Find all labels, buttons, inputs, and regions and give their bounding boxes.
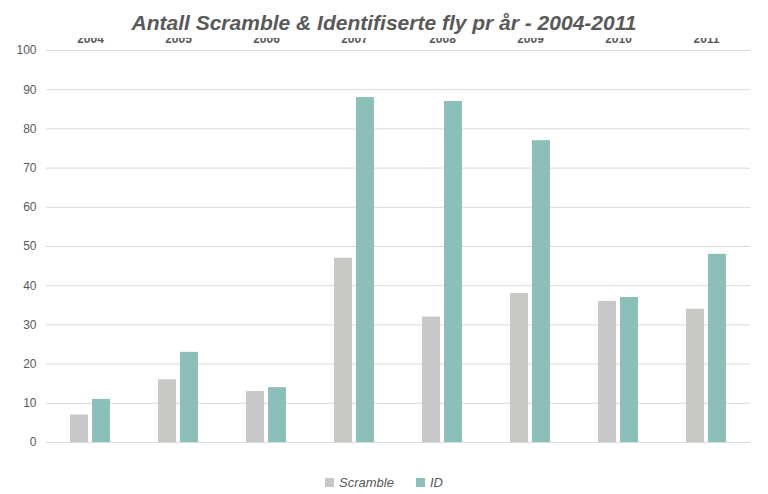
html-text:Scramble: Scramble <box>339 474 394 490</box>
svg-text:2009: 2009 <box>517 38 544 46</box>
svg-text:100: 100 <box>16 43 36 57</box>
svg-text:0: 0 <box>30 435 37 449</box>
html-text:ID: ID <box>430 474 443 490</box>
svg-text:80: 80 <box>23 122 37 136</box>
svg-text:40: 40 <box>23 279 37 293</box>
svg-text:30: 30 <box>23 318 37 332</box>
svg-text:20: 20 <box>23 357 37 371</box>
svg-text:60: 60 <box>23 200 37 214</box>
svg-text:2006: 2006 <box>253 38 280 46</box>
svg-text:70: 70 <box>23 161 37 175</box>
svg-text:2008: 2008 <box>429 38 456 46</box>
svg-text:2004: 2004 <box>77 38 104 46</box>
svg-text:2005: 2005 <box>165 38 192 46</box>
svg-text:2011: 2011 <box>693 38 719 46</box>
html-text:Antall Scramble & Identifisert: Antall Scramble & Identifiserte fly pr å… <box>131 11 637 34</box>
svg-text:2010: 2010 <box>605 38 632 46</box>
svg-text:90: 90 <box>23 83 37 97</box>
svg-text:10: 10 <box>23 396 37 410</box>
svg-text:50: 50 <box>23 239 37 253</box>
svg-text:2007: 2007 <box>341 38 368 46</box>
